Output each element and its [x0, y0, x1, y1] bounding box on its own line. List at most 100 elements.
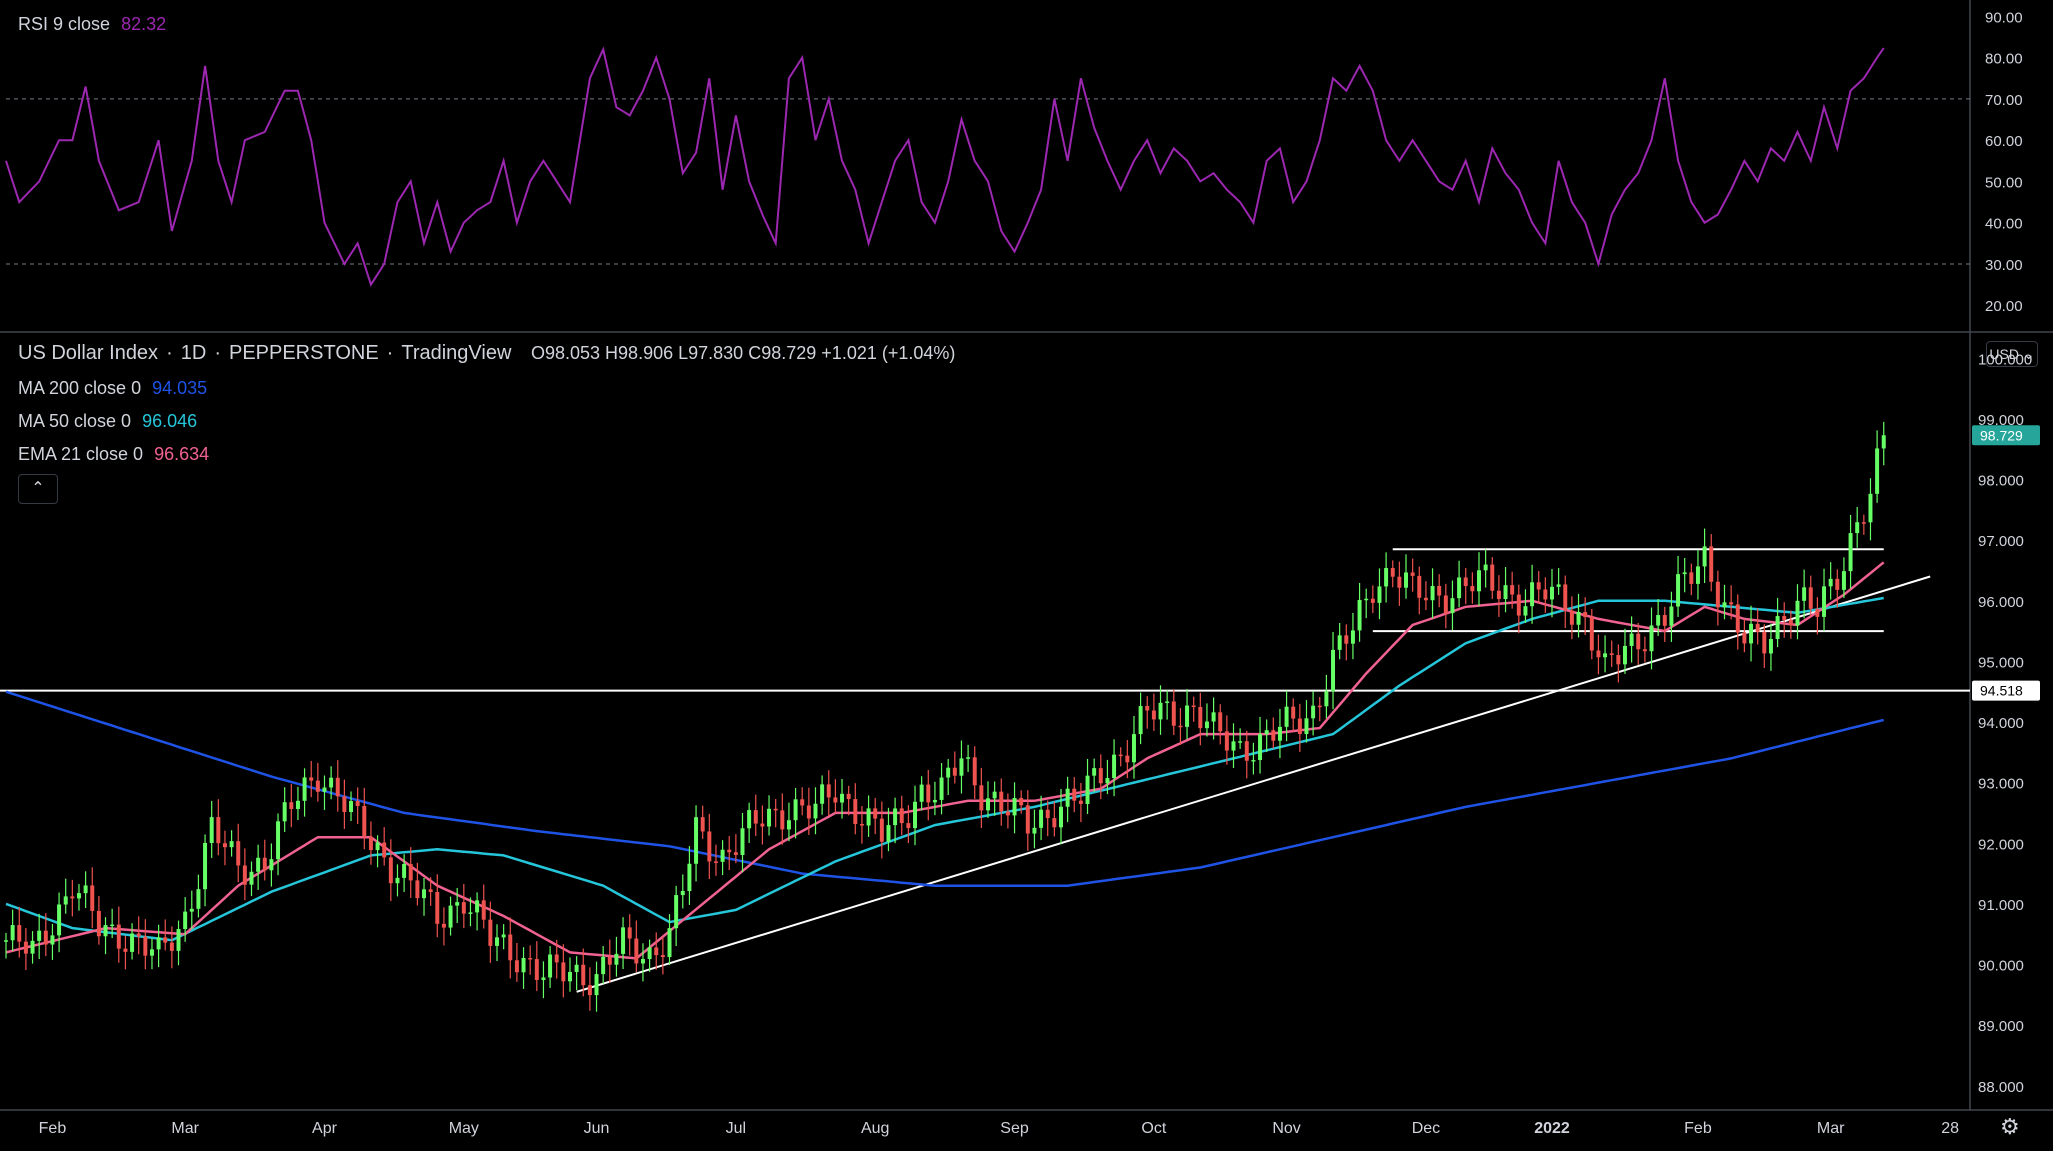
candle-body: [926, 784, 931, 803]
candle-body: [813, 803, 818, 819]
candle-body: [276, 821, 281, 860]
candle-body: [521, 957, 526, 973]
candle-body: [156, 937, 161, 950]
candle-body: [767, 808, 772, 827]
candle-body: [1477, 570, 1481, 592]
candle-body: [422, 889, 427, 899]
candle-body: [1530, 582, 1535, 607]
ema21-legend[interactable]: EMA 21 close 0 96.634: [18, 444, 209, 465]
candle-body: [1682, 572, 1687, 575]
time-tick-label: Feb: [1684, 1120, 1712, 1137]
price-tick-label: 95.000: [1978, 654, 2024, 671]
candle-body: [1231, 741, 1236, 751]
candle-body: [1510, 585, 1515, 595]
candle-body: [1072, 788, 1077, 801]
candle-body: [647, 947, 652, 960]
candle-body: [939, 777, 944, 800]
candle-body: [952, 767, 957, 776]
ma50-legend[interactable]: MA 50 close 0 96.046: [18, 411, 197, 432]
candle-body: [222, 843, 227, 848]
candle-body: [216, 817, 221, 844]
candle-body: [747, 810, 752, 829]
candle-body: [1848, 533, 1853, 572]
candle-body: [1224, 731, 1229, 751]
candle-body: [295, 800, 300, 809]
candle-body: [1855, 522, 1860, 534]
candle-body: [800, 799, 805, 806]
rsi-legend-value: 82.32: [121, 14, 167, 34]
candle-body: [694, 817, 699, 864]
candle-body: [1662, 615, 1667, 626]
candle-body: [534, 959, 539, 980]
candle-body: [309, 777, 314, 781]
collapse-legend-button[interactable]: ⌃: [18, 474, 58, 504]
candle-body: [780, 810, 785, 830]
time-tick-label: Aug: [861, 1120, 889, 1137]
candle-body: [840, 793, 845, 803]
candle-body: [315, 780, 320, 792]
candle-body: [687, 863, 692, 892]
candle-body: [1802, 587, 1807, 601]
candle-body: [375, 842, 380, 851]
currency-button[interactable]: USD ⌄: [1986, 341, 2038, 367]
time-tick-label: Jun: [584, 1120, 610, 1137]
candle-body: [83, 885, 88, 894]
candle-body: [667, 928, 672, 958]
candle-body: [1191, 705, 1196, 708]
candle-body: [1238, 741, 1243, 743]
candle-body: [1496, 590, 1501, 600]
price-tick-label: 89.000: [1978, 1018, 2024, 1035]
candle-body: [1875, 448, 1880, 494]
candle-body: [1563, 584, 1568, 611]
rsi-tick-label: 20.00: [1985, 298, 2023, 315]
platform-label: TradingView: [401, 342, 512, 364]
candle-body: [1702, 546, 1707, 567]
candle-body: [143, 936, 148, 956]
candle-body: [1603, 653, 1608, 658]
axes: 90.00 80.00 70.00 60.00 50.00 40.00 30.00 20.00…: [39, 9, 2040, 1137]
candle-body: [1795, 600, 1800, 626]
candle-body: [1616, 654, 1621, 665]
candle-body: [1125, 755, 1130, 763]
candle-body: [654, 947, 659, 956]
candle-body: [1218, 712, 1223, 732]
candle-body: [1523, 606, 1528, 616]
candle-body: [408, 863, 413, 881]
candle-body: [1198, 706, 1203, 729]
rsi-tick-label: 80.00: [1985, 51, 2023, 68]
price-tick-label: 98.000: [1978, 473, 2024, 490]
gear-icon[interactable]: ⚙: [2000, 1114, 2020, 1139]
candle-body: [1404, 572, 1409, 588]
candle-body: [541, 977, 546, 980]
candle-body: [1861, 522, 1866, 524]
candle-body: [1841, 571, 1846, 590]
price-tick-label: 100.000: [1978, 351, 2032, 368]
candle-body: [488, 919, 493, 946]
candle-body: [680, 891, 685, 896]
candle-body: [1032, 827, 1037, 834]
candle-body: [1065, 788, 1070, 807]
ma-line: [5, 596, 1884, 942]
rsi-legend[interactable]: RSI 9 close 82.32: [18, 14, 166, 35]
candle-body: [1019, 798, 1024, 806]
candle-body: [992, 791, 997, 799]
candle-body: [1039, 809, 1044, 828]
ma200-legend[interactable]: MA 200 close 0 94.035: [18, 378, 207, 399]
candle-body: [1808, 587, 1813, 609]
candle-body: [859, 824, 864, 826]
candle-body: [1490, 564, 1495, 591]
candle-body: [866, 808, 871, 826]
candle-body: [634, 938, 639, 964]
candle-body: [1536, 582, 1541, 590]
candle-body: [601, 957, 606, 975]
symbol-header[interactable]: US Dollar Index · 1D · PEPPERSTONE · TradingVi…: [18, 342, 956, 364]
candle-body: [176, 929, 181, 951]
candle-body: [1357, 599, 1362, 631]
candle-body: [1297, 718, 1302, 735]
candle-body: [475, 900, 480, 913]
candle-body: [1098, 768, 1103, 784]
candle-body: [448, 905, 453, 928]
candle-body: [242, 865, 247, 885]
ohlc-low: L97.830: [678, 343, 744, 363]
